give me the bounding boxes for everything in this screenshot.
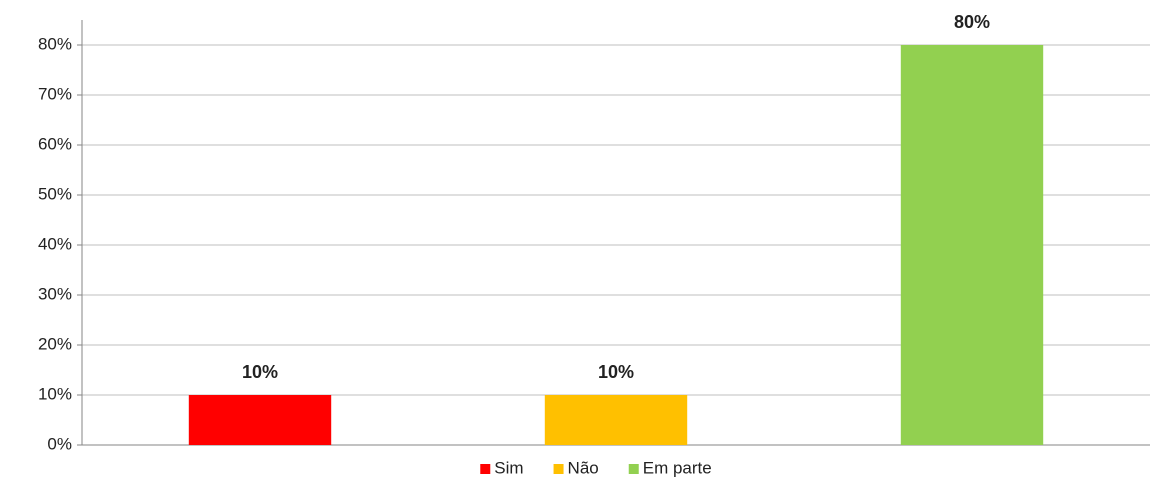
legend-label: Em parte: [643, 458, 712, 477]
legend-label: Sim: [494, 458, 523, 477]
value-label: 10%: [598, 362, 634, 382]
bar: [900, 45, 1044, 445]
y-tick-label: 60%: [38, 134, 72, 153]
y-tick-label: 0%: [47, 434, 72, 453]
y-tick-label: 80%: [38, 34, 72, 53]
value-label: 10%: [242, 362, 278, 382]
y-tick-label: 10%: [38, 384, 72, 403]
legend-swatch: [553, 464, 564, 474]
y-tick-label: 20%: [38, 334, 72, 353]
y-tick-label: 70%: [38, 84, 72, 103]
bar: [544, 395, 688, 445]
y-tick-label: 50%: [38, 184, 72, 203]
legend-label: Não: [568, 458, 599, 477]
bar: [188, 395, 332, 445]
legend-swatch: [628, 464, 639, 474]
value-label: 80%: [954, 12, 990, 32]
y-tick-label: 40%: [38, 234, 72, 253]
legend-swatch: [480, 464, 491, 474]
y-tick-label: 30%: [38, 284, 72, 303]
